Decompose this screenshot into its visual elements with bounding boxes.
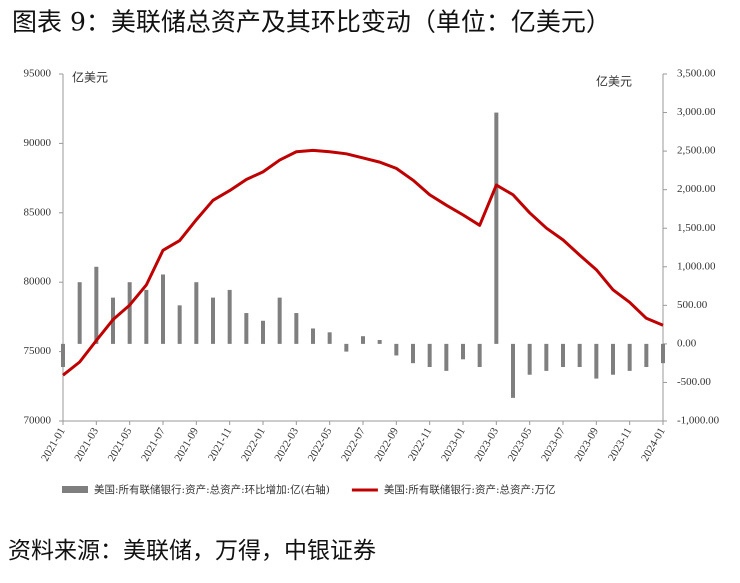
bar [644,343,649,368]
x-tick-label: 2022-05 [306,425,335,463]
bar [411,343,415,364]
line [62,148,664,377]
bar [627,343,632,371]
y-tick-label: 90000 [24,137,52,149]
bar [327,332,332,344]
x-tick-label: 2021-03 [72,425,101,463]
bar [344,343,349,352]
x-tick-label: 2024-01 [639,426,668,464]
y2-tick-label: 500.00 [677,299,708,311]
y2-tick-label: 2,000.00 [677,183,716,195]
y2-tick-label: 1,000.00 [677,260,716,272]
x-tick-label: 2022-03 [272,425,301,463]
y-tick-label: 70000 [24,415,52,427]
x-tick-label: 2021-01 [39,426,68,464]
x-tick-label: 2022-07 [339,425,368,463]
bar [361,336,365,344]
x-tick-label: 2023-11 [606,426,635,463]
y2-tick-label: 2,500.00 [677,145,716,157]
bar [294,313,299,344]
left-unit: 亿美元 [72,70,108,85]
x-tick-label: 2022-09 [372,425,401,463]
bar [611,343,615,375]
x-tick-label: 2021-11 [206,426,235,463]
bar [561,343,565,368]
x-tick-label: 2023-03 [472,425,501,463]
bar [527,343,532,375]
x-tick-label: 2023-07 [539,425,568,463]
bar [261,320,265,344]
x-tick-label: 2021-05 [106,425,135,463]
x-tick-label: 2022-11 [406,426,435,463]
y-tick-label: 80000 [24,276,52,288]
y2-tick-label: 3,500.00 [677,68,716,80]
x-tick-label: 2021-07 [139,425,168,463]
bar [494,112,499,344]
bar [577,343,582,368]
y-tick-label: 95000 [24,68,52,80]
bar [177,305,182,344]
x-tick-label: 2023-01 [439,426,468,464]
bar [144,289,149,344]
bar [211,297,215,344]
bar [427,343,432,368]
bar [394,343,399,356]
x-tick-label: 2023-05 [506,425,535,463]
bar [511,343,515,398]
y2-tick-label: -1,000.00 [677,415,720,427]
bar [594,343,599,379]
bar [61,343,65,368]
x-tick-label: 2021-09 [172,425,201,463]
bar [377,340,382,344]
right-unit: 亿美元 [596,74,632,89]
y-tick-label: 85000 [24,206,52,218]
bar [94,266,99,344]
y2-tick-label: 0.00 [677,337,697,349]
chart-title: 图表 9：美联储总资产及其环比变动（单位：亿美元） [12,8,611,37]
bar [477,343,482,368]
y2-tick-label: 1,500.00 [677,222,716,234]
bar [244,313,249,344]
bar [77,282,82,344]
y-tick-label: 75000 [24,345,52,357]
legend-label: 美国:所有联储银行:资产:总资产:环比增加:亿(右轴) [94,483,330,496]
legend-label: 美国:所有联储银行:资产:总资产:万亿 [384,483,556,496]
bar [461,343,465,360]
bar [311,328,315,344]
bar [661,343,665,364]
x-tick-label: 2022-01 [239,426,268,464]
bar [194,282,199,344]
source-note: 资料来源：美联储，万得，中银证券 [8,538,376,564]
bar [227,289,232,344]
x-tick-label: 2023-09 [572,425,601,463]
y2-tick-label: -500.00 [677,376,711,388]
bar [444,343,449,371]
bar [161,274,165,344]
legend-swatch [62,486,88,493]
bar [127,282,132,344]
bar [544,343,549,371]
bar [277,297,282,344]
y2-tick-label: 3,000.00 [677,106,716,118]
